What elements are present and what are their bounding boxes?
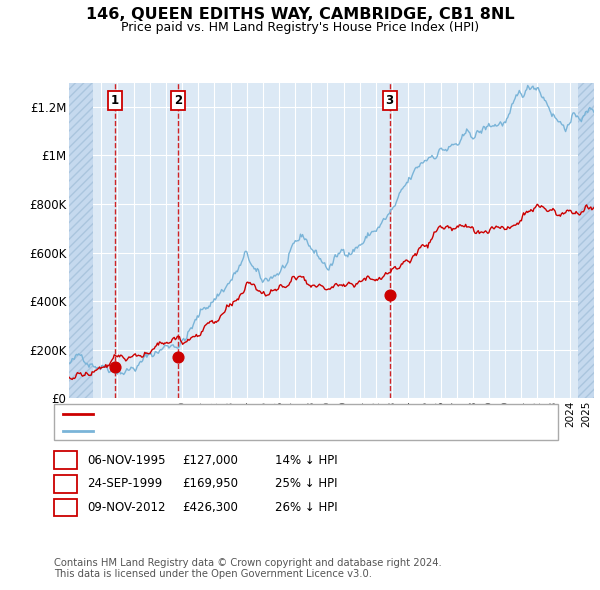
Bar — [69, 83, 93, 398]
Text: HPI: Average price, detached house, Cambridge: HPI: Average price, detached house, Camb… — [99, 426, 367, 435]
Text: 1: 1 — [111, 94, 119, 107]
Text: 09-NOV-2012: 09-NOV-2012 — [88, 501, 166, 514]
Text: 3: 3 — [386, 94, 394, 107]
Text: 146, QUEEN EDITHS WAY, CAMBRIDGE, CB1 8NL: 146, QUEEN EDITHS WAY, CAMBRIDGE, CB1 8N… — [86, 7, 514, 22]
Bar — [578, 83, 594, 398]
Bar — [69, 83, 93, 398]
Text: 3: 3 — [61, 501, 70, 514]
Text: 1: 1 — [61, 454, 70, 467]
Text: 06-NOV-1995: 06-NOV-1995 — [88, 454, 166, 467]
Text: £426,300: £426,300 — [182, 501, 238, 514]
Text: £127,000: £127,000 — [182, 454, 238, 467]
Point — [110, 363, 120, 372]
Text: 25% ↓ HPI: 25% ↓ HPI — [275, 477, 337, 490]
Text: 24-SEP-1999: 24-SEP-1999 — [88, 477, 163, 490]
Text: 26% ↓ HPI: 26% ↓ HPI — [275, 501, 337, 514]
Point — [173, 352, 182, 362]
Point — [385, 290, 394, 300]
Text: Contains HM Land Registry data © Crown copyright and database right 2024.
This d: Contains HM Land Registry data © Crown c… — [54, 558, 442, 579]
Text: £169,950: £169,950 — [182, 477, 238, 490]
Text: 146, QUEEN EDITHS WAY, CAMBRIDGE, CB1 8NL (detached house): 146, QUEEN EDITHS WAY, CAMBRIDGE, CB1 8N… — [99, 409, 470, 419]
Bar — [578, 83, 594, 398]
Text: 14% ↓ HPI: 14% ↓ HPI — [275, 454, 337, 467]
Text: Price paid vs. HM Land Registry's House Price Index (HPI): Price paid vs. HM Land Registry's House … — [121, 21, 479, 34]
Text: 2: 2 — [61, 477, 70, 490]
Text: 2: 2 — [173, 94, 182, 107]
